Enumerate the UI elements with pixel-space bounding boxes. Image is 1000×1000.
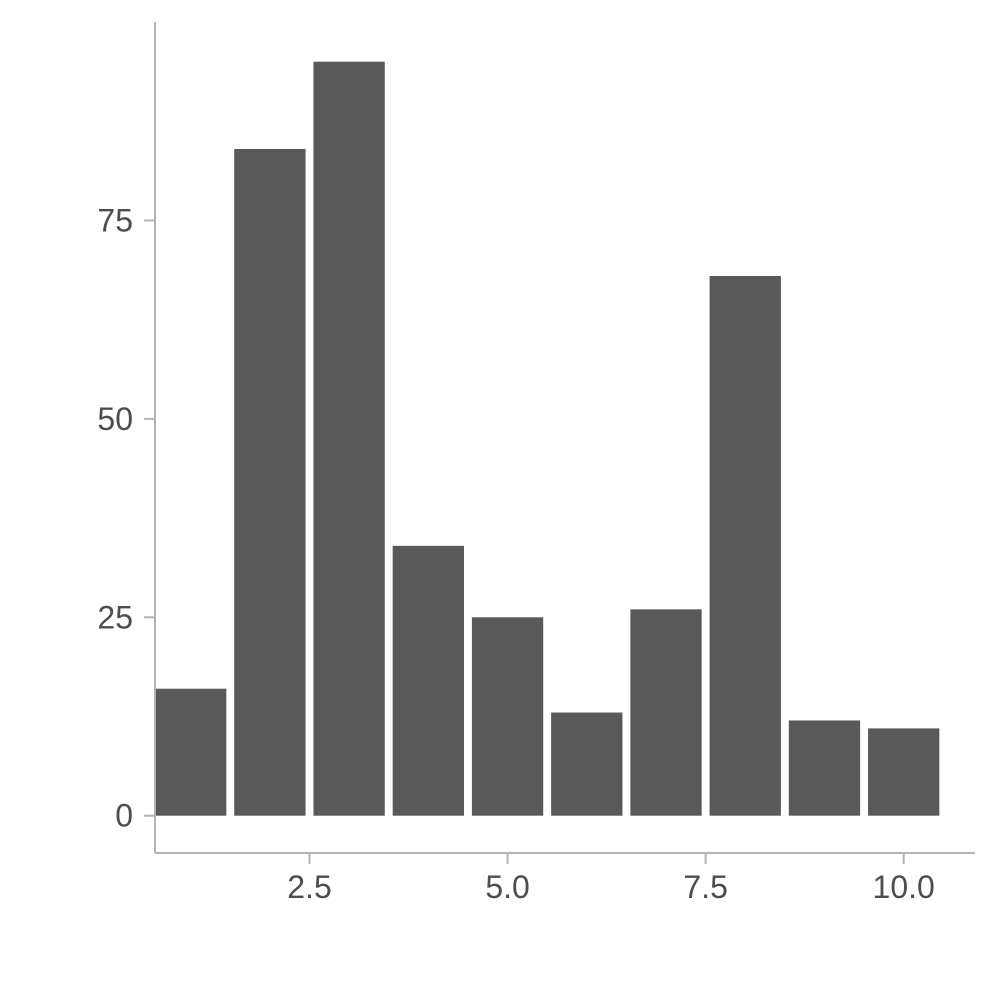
bars-group: [155, 61, 940, 816]
x-tick-label: 10.0: [873, 869, 935, 905]
bar-6: [551, 712, 623, 816]
x-tick-label: 2.5: [287, 869, 331, 905]
bar-2: [234, 148, 306, 816]
y-axis-ticks: 0 25 50 75: [97, 202, 155, 834]
x-tick-label: 5.0: [485, 869, 529, 905]
y-tick-label: 50: [97, 401, 133, 437]
bar-7: [630, 609, 702, 816]
bar-10: [868, 728, 940, 816]
bar-3: [313, 61, 385, 816]
x-tick-label: 7.5: [683, 869, 727, 905]
bar-1: [155, 688, 227, 816]
bar-9: [788, 720, 861, 816]
y-tick-label: 25: [97, 599, 133, 635]
y-tick-label: 0: [115, 798, 133, 834]
bar-4: [392, 545, 464, 816]
y-tick-label: 75: [97, 202, 133, 238]
x-axis-ticks: 2.5 5.0 7.5 10.0: [287, 853, 935, 905]
bar-8: [709, 275, 781, 816]
bar-5: [471, 617, 544, 816]
